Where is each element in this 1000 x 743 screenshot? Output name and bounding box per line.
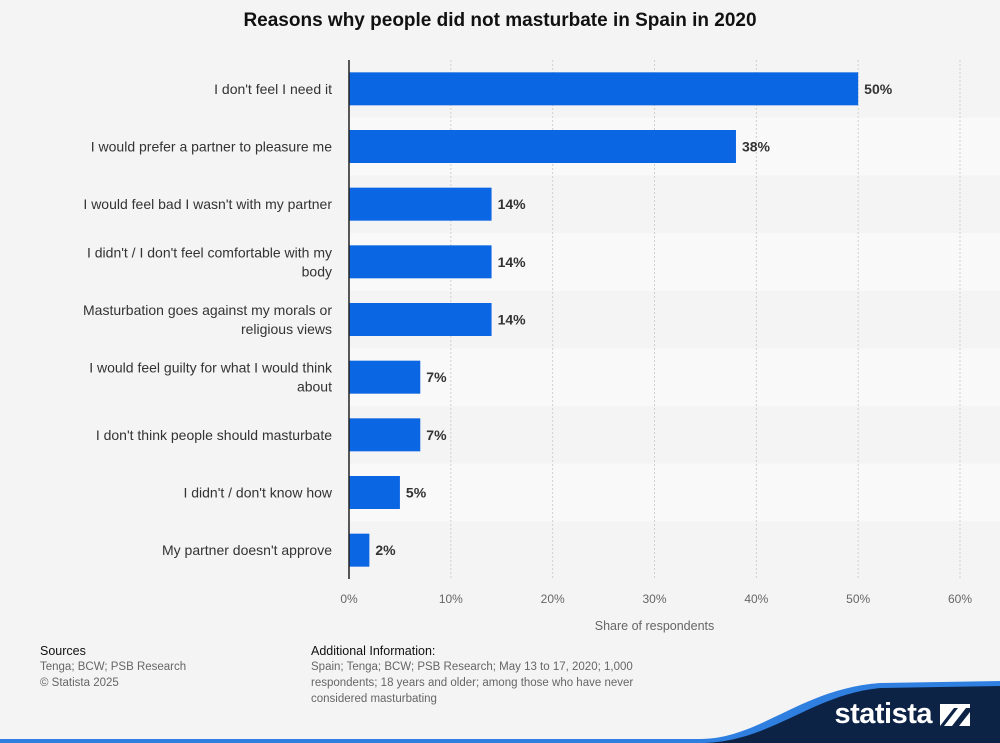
- category-label: I would prefer a partner to pleasure me: [91, 139, 332, 155]
- x-tick-label: 40%: [744, 592, 768, 606]
- category-label: I would feel guilty for what I would thi…: [89, 360, 333, 376]
- row-band: [349, 463, 1000, 522]
- bar: [349, 245, 492, 279]
- data-label: 7%: [426, 369, 447, 385]
- brand-name: statista: [834, 698, 932, 730]
- sources-heading: Sources: [40, 644, 86, 658]
- category-label: I didn't / I don't feel comfortable with…: [87, 244, 332, 260]
- category-label: religious views: [241, 321, 332, 337]
- category-label: I didn't / don't know how: [183, 485, 332, 501]
- data-label: 14%: [498, 312, 527, 328]
- category-label: I would feel bad I wasn't with my partne…: [83, 196, 332, 212]
- bar: [349, 130, 736, 163]
- bar: [349, 187, 492, 221]
- x-tick-label: 30%: [642, 592, 666, 606]
- bar-chart: 0% 10% 20% 30% 40% 50% 60% 50% I don't feel I ne…: [83, 60, 1000, 633]
- category-label: body: [302, 263, 332, 279]
- bar: [349, 72, 859, 106]
- additional-info-heading: Additional Information:: [311, 644, 436, 658]
- chart-title: Reasons why people did not masturbate in…: [243, 10, 757, 31]
- category-label: about: [297, 379, 332, 395]
- statista-logo[interactable]: statista: [834, 698, 970, 731]
- data-label: 38%: [742, 139, 771, 155]
- data-label: 2%: [375, 542, 396, 558]
- brand-wave-dark: [0, 686, 1000, 743]
- copyright-text: © Statista 2025: [40, 677, 119, 689]
- bar: [349, 533, 370, 567]
- category-label: Masturbation goes against my morals or: [83, 302, 332, 318]
- statista-flag-icon: [940, 703, 970, 726]
- x-tick-label: 20%: [541, 592, 565, 606]
- data-label: 7%: [426, 427, 447, 443]
- x-tick-label: 50%: [846, 592, 870, 606]
- additional-info-text: Spain; Tenga; BCW; PSB Research; May 13 …: [311, 661, 634, 705]
- row-band: [349, 348, 1000, 406]
- sources-block: Sources Tenga; BCW; PSB Research © Stati…: [40, 643, 186, 691]
- bar: [349, 360, 421, 394]
- category-label: I don't think people should masturbate: [96, 427, 332, 443]
- bar: [349, 418, 421, 452]
- data-label: 14%: [498, 196, 527, 212]
- x-tick-label: 0%: [340, 592, 358, 606]
- data-label: 5%: [406, 485, 427, 501]
- x-tick-label: 10%: [439, 592, 463, 606]
- additional-info-block: Additional Information: Spain; Tenga; BC…: [311, 643, 671, 707]
- brand-wave-decoration: [0, 681, 1000, 743]
- bar: [349, 303, 492, 336]
- bar: [349, 476, 400, 509]
- x-axis-title: Share of respondents: [595, 619, 715, 633]
- category-label: I don't feel I need it: [214, 81, 332, 97]
- sources-text[interactable]: Tenga; BCW; PSB Research: [40, 661, 187, 673]
- x-tick-label: 60%: [948, 592, 972, 606]
- data-label: 50%: [864, 81, 893, 97]
- data-label: 14%: [498, 254, 527, 270]
- category-label: My partner doesn't approve: [162, 542, 332, 558]
